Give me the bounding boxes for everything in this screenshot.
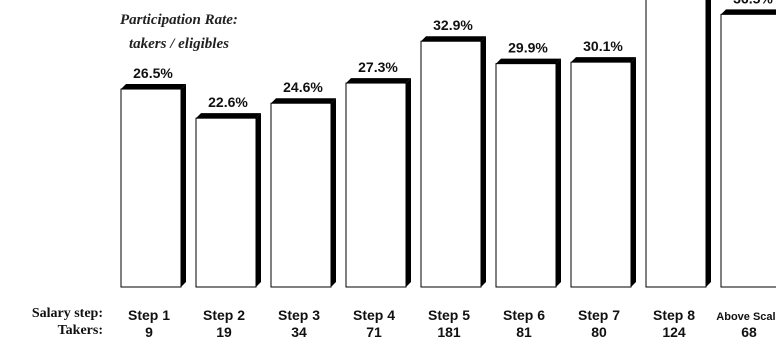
bar-top-face	[571, 57, 636, 63]
bar	[270, 102, 332, 288]
bar-value-label: 30.1%	[583, 38, 623, 54]
bar-group	[420, 36, 486, 288]
bar-group	[570, 57, 636, 288]
bar-side-face	[481, 36, 486, 287]
takers-count-label: 9	[145, 324, 153, 340]
takers-count-label: 34	[291, 324, 307, 340]
category-label: Step 3	[278, 307, 320, 323]
bar-value-label: 27.3%	[358, 59, 398, 75]
chart-title-line1: Participation Rate:	[120, 12, 238, 28]
bar-value-label: 26.5%	[133, 65, 173, 81]
bar-value-label: 22.6%	[208, 94, 248, 110]
category-label: Step 4	[353, 307, 395, 323]
bar-side-face	[706, 0, 711, 287]
bar-group	[120, 84, 186, 288]
bar-side-face	[556, 58, 561, 287]
bar	[495, 63, 557, 288]
bar-side-face	[331, 98, 336, 287]
category-label: Step 8	[653, 307, 695, 323]
takers-count-label: 181	[437, 324, 461, 340]
bar-value-label: 24.6%	[283, 79, 323, 95]
bar-group	[270, 98, 336, 288]
chart-title-line2: takers / eligibles	[128, 36, 229, 52]
bar	[345, 82, 407, 288]
bar	[570, 61, 632, 288]
bar-side-face	[406, 78, 411, 287]
takers-count-label: 124	[662, 324, 686, 340]
bar-side-face	[256, 113, 261, 287]
bar	[720, 13, 776, 288]
bar-group	[495, 58, 561, 288]
bar-side-face	[631, 57, 636, 287]
category-label: Step 7	[578, 307, 620, 323]
bar-group	[720, 9, 776, 288]
takers-count-label: 68	[741, 324, 757, 340]
bar	[195, 117, 257, 288]
bar	[120, 88, 182, 288]
takers-count-label: 71	[366, 324, 382, 340]
bar-value-label: 29.9%	[508, 40, 548, 56]
bar-top-face	[346, 78, 411, 84]
chart-title: Participation Rate: takers / eligibles	[120, 8, 238, 56]
category-label: Step 6	[503, 307, 545, 323]
category-label: Above Scale	[716, 311, 776, 323]
bar-top-face	[271, 98, 336, 104]
bar-top-face	[121, 84, 186, 90]
takers-count-label: 81	[516, 324, 532, 340]
bar-group	[645, 0, 711, 288]
takers-count-label: 19	[216, 324, 232, 340]
category-label: Step 1	[128, 307, 170, 323]
bar	[420, 40, 482, 288]
bar-group	[345, 78, 411, 288]
bar-top-face	[496, 58, 561, 64]
bar-top-face	[196, 113, 261, 119]
takers-count-label: 80	[591, 324, 607, 340]
bar	[645, 0, 707, 288]
bar-side-face	[181, 84, 186, 287]
bar-top-face	[721, 9, 776, 15]
bar-value-label: 32.9%	[433, 17, 473, 33]
takers-row-label: Takers:	[57, 323, 103, 338]
category-label: Step 5	[428, 307, 470, 323]
bar-value-label: 36.5%	[733, 0, 773, 6]
bar-group	[195, 113, 261, 288]
salary-step-row-label: Salary step:	[31, 306, 103, 321]
bar-top-face	[421, 36, 486, 42]
category-label: Step 2	[203, 307, 245, 323]
